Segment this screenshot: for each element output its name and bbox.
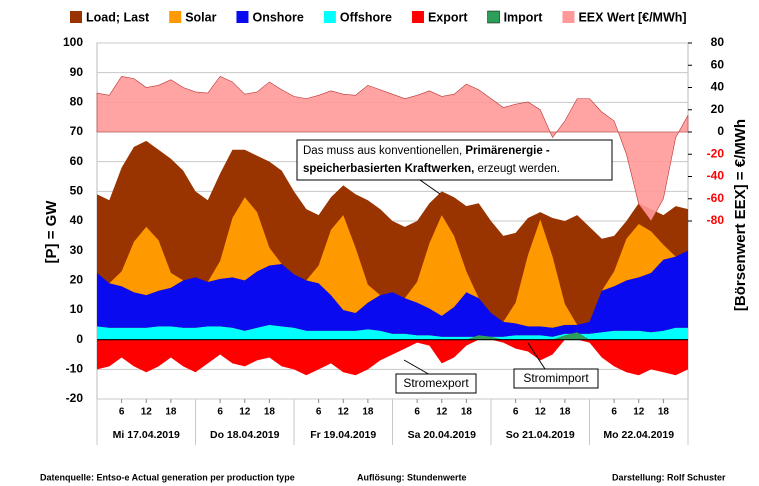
callout-box xyxy=(395,373,477,394)
day-label: Sa 20.04.2019 xyxy=(408,429,476,441)
annotation-text: erzeugt werden. xyxy=(474,163,560,175)
y2-tick-label: 0 xyxy=(717,124,724,138)
legend-swatch xyxy=(236,11,249,23)
legend-label: Offshore xyxy=(340,10,392,24)
y2-tick-label: -60 xyxy=(707,191,725,205)
x-tick-label: 12 xyxy=(338,407,350,418)
x-tick-label: 6 xyxy=(217,407,223,418)
x-tick-label: 18 xyxy=(559,407,571,418)
y2-tick-label: 80 xyxy=(711,35,725,49)
legend-swatch xyxy=(411,11,424,23)
y-tick-label: 80 xyxy=(70,95,84,109)
annotation-arrow xyxy=(419,179,441,195)
y2-tick-label: -40 xyxy=(707,169,725,183)
legend-label: EEX Wert [€/MWh] xyxy=(578,10,686,24)
footer-resolution: Auflösung: Stundenwerte xyxy=(357,472,467,482)
x-tick-label: 6 xyxy=(414,407,420,418)
annotation-line: Das muss aus konventionellen, Primärener… xyxy=(303,145,550,157)
y-tick-label: 100 xyxy=(63,35,83,49)
callout-arrow xyxy=(527,342,546,370)
callout-text: Stromexport xyxy=(403,376,469,390)
axes: -20-100102030405060708090100-80-60-40-20… xyxy=(63,35,724,445)
area-1 xyxy=(97,197,688,328)
y2-tick-label: 20 xyxy=(711,102,725,116)
day-label: So 21.04.2019 xyxy=(506,429,575,441)
callout-arrow xyxy=(403,359,433,377)
callout-export: Stromexport xyxy=(395,359,477,394)
x-tick-label: 6 xyxy=(316,407,322,418)
legend-swatch xyxy=(562,11,575,23)
y-tick-label: 50 xyxy=(70,184,84,198)
x-tick-label: 18 xyxy=(658,407,670,418)
legend-swatch xyxy=(70,11,82,23)
x-tick-label: 18 xyxy=(362,407,374,418)
annotation-text: Primärenergie - xyxy=(465,145,550,157)
callout-text: Stromimport xyxy=(523,371,589,385)
y-tick-label: 70 xyxy=(70,124,84,138)
legend-swatch xyxy=(323,11,336,23)
x-tick-label: 6 xyxy=(513,407,519,418)
footer-source: Datenquelle: Entso-e Actual generation p… xyxy=(40,472,295,482)
y-tick-label: 0 xyxy=(76,332,83,346)
annotation-box xyxy=(296,139,613,181)
day-label: Mo 22.04.2019 xyxy=(603,429,674,441)
x-tick-label: 12 xyxy=(141,407,153,418)
annotation-text: speicherbasierten Kraftwerken, xyxy=(303,163,474,175)
y-tick-label: 20 xyxy=(70,273,84,287)
legend-label: Export xyxy=(428,10,468,24)
x-tick-label: 12 xyxy=(436,407,448,418)
x-tick-label: 12 xyxy=(239,407,251,418)
x-tick-label: 12 xyxy=(535,407,547,418)
legend-label: Onshore xyxy=(252,10,303,24)
y2-axis-title: [Börsenwert EEX] = €/MWh xyxy=(732,119,749,311)
area-4 xyxy=(97,339,688,376)
legend-label: Load; Last xyxy=(86,10,150,24)
callout-box xyxy=(513,368,599,389)
y2-tick-label: 40 xyxy=(711,80,725,94)
area-3 xyxy=(97,324,688,340)
plot-areas xyxy=(96,76,689,376)
x-tick-label: 6 xyxy=(119,407,125,418)
annotation: Das muss aus konventionellen, Primärener… xyxy=(296,139,613,195)
x-tick-label: 12 xyxy=(633,407,645,418)
y-tick-label: 40 xyxy=(70,213,84,227)
y2-tick-label: -20 xyxy=(707,146,725,160)
day-label: Do 18.04.2019 xyxy=(210,429,280,441)
legend-label: Import xyxy=(504,10,544,24)
footer-author: Darstellung: Rolf Schuster xyxy=(612,472,726,482)
annotation-text: Das muss aus konventionellen, xyxy=(303,145,465,157)
y2-tick-label: 60 xyxy=(711,57,725,71)
callout-import: Stromimport xyxy=(513,342,599,389)
annotation-line: speicherbasierten Kraftwerken, erzeugt w… xyxy=(303,163,560,175)
area-2 xyxy=(97,250,688,337)
legend-swatch xyxy=(487,10,500,24)
legend-label: Solar xyxy=(185,10,216,24)
y-tick-label: -10 xyxy=(66,362,84,376)
legend: Load; Last Solar Onshore Offshore Export Impo… xyxy=(70,10,687,24)
y-tick-label: 30 xyxy=(70,243,84,257)
x-tick-label: 18 xyxy=(165,407,177,418)
y-tick-label: -20 xyxy=(66,391,84,405)
y2-tick-label: -80 xyxy=(707,213,725,227)
legend-swatch xyxy=(169,11,182,23)
x-tick-label: 6 xyxy=(611,407,617,418)
y-axis-title: [P] = GW xyxy=(43,200,60,264)
y-tick-label: 90 xyxy=(70,65,84,79)
y-tick-label: 60 xyxy=(70,154,84,168)
y-tick-label: 10 xyxy=(70,302,84,316)
day-label: Fr 19.04.2019 xyxy=(310,429,376,441)
x-tick-label: 18 xyxy=(461,407,473,418)
x-tick-label: 18 xyxy=(264,407,276,418)
area-5 xyxy=(97,332,688,340)
day-label: Mi 17.04.2019 xyxy=(113,429,180,441)
